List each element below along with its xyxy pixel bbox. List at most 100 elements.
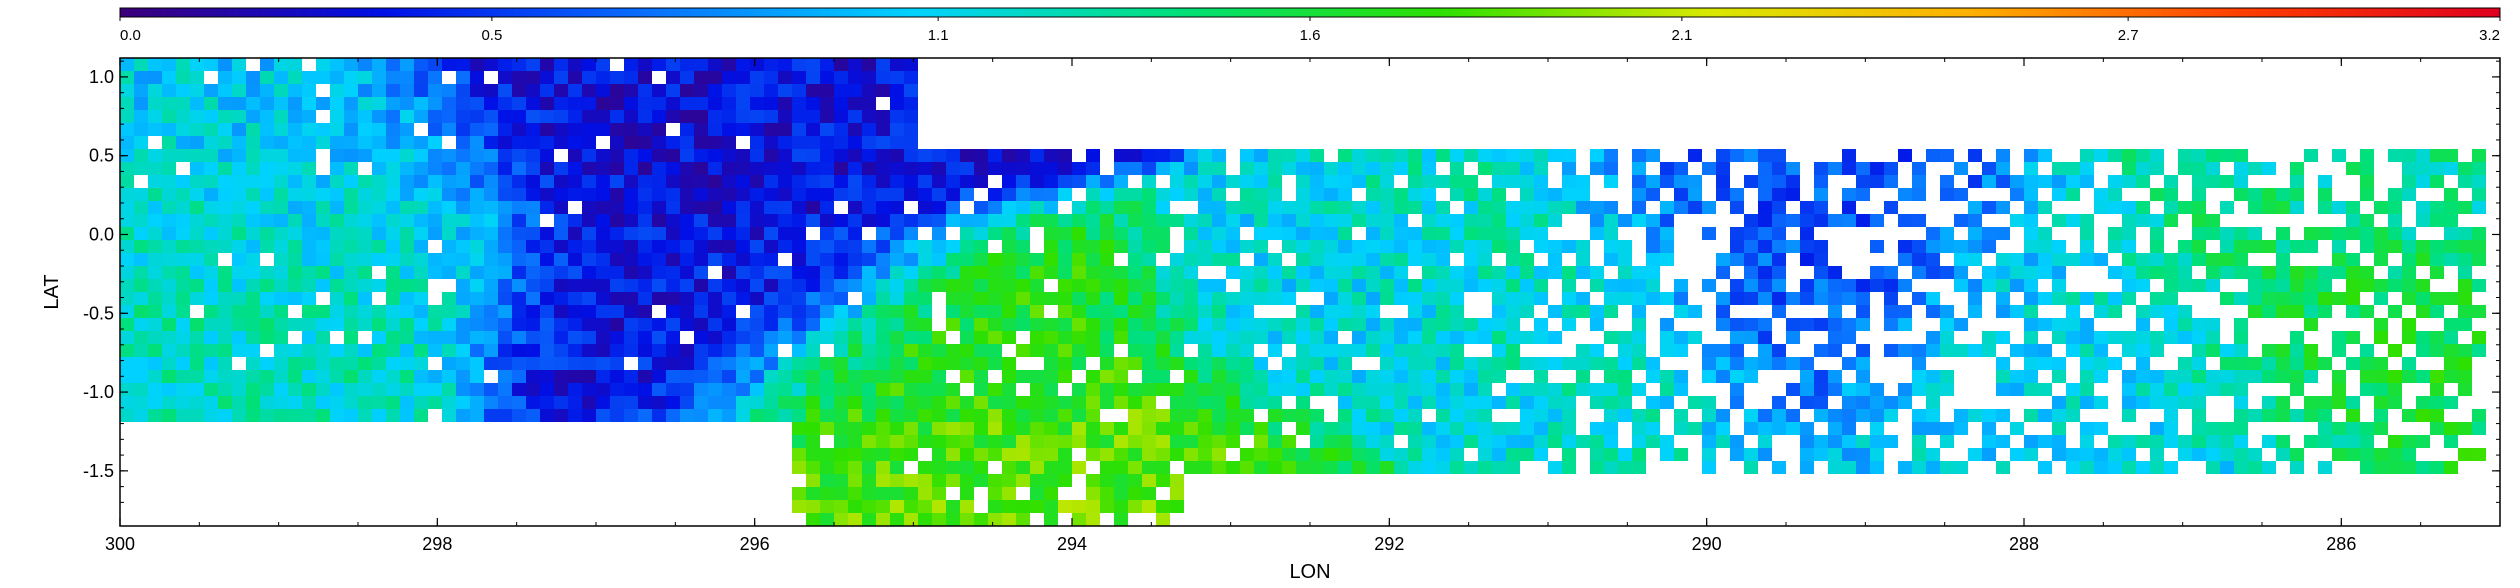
heatmap-cell bbox=[1324, 448, 1338, 461]
heatmap-cell bbox=[806, 162, 820, 175]
heatmap-cell bbox=[764, 409, 778, 422]
heatmap-cell bbox=[498, 240, 512, 253]
heatmap-cell bbox=[414, 188, 428, 201]
heatmap-cell bbox=[2472, 162, 2486, 175]
heatmap-cell bbox=[274, 227, 288, 240]
heatmap-cell bbox=[456, 123, 470, 136]
heatmap-cell bbox=[260, 58, 274, 71]
heatmap-cell bbox=[386, 292, 400, 305]
heatmap-cell bbox=[232, 58, 246, 71]
heatmap-cell bbox=[498, 175, 512, 188]
heatmap-cell bbox=[1674, 422, 1688, 435]
heatmap-cell bbox=[610, 331, 624, 344]
heatmap-cell bbox=[834, 110, 848, 123]
heatmap-cell bbox=[722, 292, 736, 305]
heatmap-cell bbox=[1086, 253, 1100, 266]
heatmap-cell bbox=[694, 396, 708, 409]
heatmap-cell bbox=[890, 84, 904, 97]
heatmap-cell bbox=[1926, 370, 1940, 383]
heatmap-cell bbox=[176, 266, 190, 279]
heatmap-cell bbox=[274, 383, 288, 396]
heatmap-cell bbox=[526, 201, 540, 214]
heatmap-cell bbox=[456, 136, 470, 149]
heatmap-cell bbox=[2234, 435, 2248, 448]
heatmap-cell bbox=[946, 435, 960, 448]
x-tick-label: 294 bbox=[1057, 534, 1087, 554]
heatmap-cell bbox=[1464, 266, 1478, 279]
heatmap-cell bbox=[1436, 279, 1450, 292]
heatmap-cell bbox=[666, 279, 680, 292]
heatmap-cell bbox=[1814, 448, 1828, 461]
heatmap-cell bbox=[610, 110, 624, 123]
heatmap-cell bbox=[1128, 344, 1142, 357]
heatmap-cell bbox=[666, 110, 680, 123]
heatmap-cell bbox=[792, 71, 806, 84]
heatmap-cell bbox=[400, 253, 414, 266]
heatmap-cell bbox=[904, 370, 918, 383]
heatmap-cell bbox=[2178, 357, 2192, 370]
heatmap-cell bbox=[1478, 409, 1492, 422]
heatmap-cell bbox=[456, 227, 470, 240]
heatmap-cell bbox=[666, 201, 680, 214]
heatmap-cell bbox=[792, 383, 806, 396]
heatmap-cell bbox=[190, 110, 204, 123]
heatmap-cell bbox=[1226, 214, 1240, 227]
heatmap-cell bbox=[190, 97, 204, 110]
heatmap-cell bbox=[820, 149, 834, 162]
heatmap-cell bbox=[120, 370, 134, 383]
heatmap-cell bbox=[2206, 461, 2220, 474]
heatmap-cell bbox=[1380, 461, 1394, 474]
heatmap-cell bbox=[330, 396, 344, 409]
heatmap-cell bbox=[1044, 513, 1058, 526]
heatmap-cell bbox=[652, 292, 666, 305]
heatmap-cell bbox=[624, 175, 638, 188]
heatmap-cell bbox=[330, 71, 344, 84]
heatmap-cell bbox=[1142, 422, 1156, 435]
heatmap-cell bbox=[372, 97, 386, 110]
heatmap-cell bbox=[582, 136, 596, 149]
heatmap-cell bbox=[2234, 266, 2248, 279]
heatmap-cell bbox=[946, 461, 960, 474]
heatmap-cell bbox=[736, 123, 750, 136]
heatmap-cell bbox=[1002, 474, 1016, 487]
heatmap-cell bbox=[330, 188, 344, 201]
heatmap-cell bbox=[246, 292, 260, 305]
heatmap-cell bbox=[2066, 383, 2080, 396]
heatmap-cell bbox=[2332, 370, 2346, 383]
heatmap-cell bbox=[414, 149, 428, 162]
heatmap-cell bbox=[1142, 331, 1156, 344]
heatmap-cell bbox=[582, 188, 596, 201]
heatmap-cell bbox=[386, 58, 400, 71]
heatmap-cell bbox=[512, 123, 526, 136]
heatmap-cell bbox=[1268, 292, 1282, 305]
heatmap-cell bbox=[1100, 227, 1114, 240]
heatmap-cell bbox=[316, 383, 330, 396]
heatmap-cell bbox=[2304, 409, 2318, 422]
heatmap-cell bbox=[904, 162, 918, 175]
heatmap-cell bbox=[1016, 435, 1030, 448]
heatmap-cell bbox=[372, 214, 386, 227]
heatmap-cell bbox=[1968, 448, 1982, 461]
heatmap-cell bbox=[1842, 383, 1856, 396]
heatmap-cell bbox=[1338, 305, 1352, 318]
heatmap-cell bbox=[1254, 292, 1268, 305]
heatmap-cell bbox=[2248, 227, 2262, 240]
heatmap-cell bbox=[722, 58, 736, 71]
heatmap-cell bbox=[988, 331, 1002, 344]
heatmap-cell bbox=[2206, 227, 2220, 240]
heatmap-cell bbox=[1646, 188, 1660, 201]
heatmap-cell bbox=[162, 396, 176, 409]
heatmap-cell bbox=[1268, 149, 1282, 162]
heatmap-cell bbox=[1534, 188, 1548, 201]
heatmap-cell bbox=[1184, 435, 1198, 448]
heatmap-cell bbox=[470, 318, 484, 331]
heatmap-cell bbox=[974, 253, 988, 266]
heatmap-cell bbox=[1324, 305, 1338, 318]
heatmap-cell bbox=[358, 149, 372, 162]
heatmap-cell bbox=[2136, 149, 2150, 162]
heatmap-cell bbox=[134, 71, 148, 84]
heatmap-cell bbox=[848, 435, 862, 448]
heatmap-cell bbox=[232, 110, 246, 123]
heatmap-cell bbox=[1366, 370, 1380, 383]
heatmap-cell bbox=[694, 305, 708, 318]
